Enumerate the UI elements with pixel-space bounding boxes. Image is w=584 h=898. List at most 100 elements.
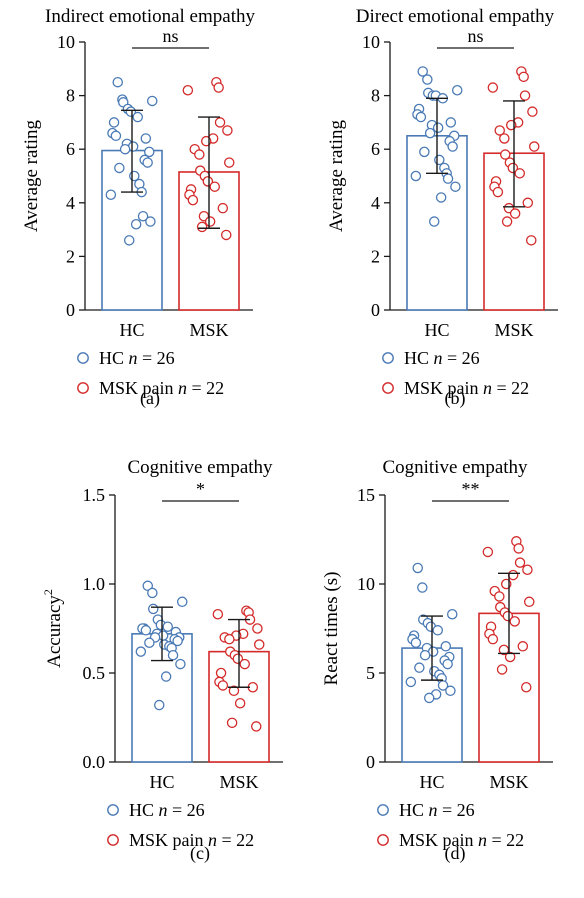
data-point-msk [212,609,224,620]
data-point-msk [522,197,534,209]
data-point-hc [125,106,137,117]
y-tick-label: 0 [66,300,75,320]
legend-n-symbol: n [429,800,438,820]
data-point-msk [204,216,216,227]
y-axis-label-text: Accuracy [44,595,65,668]
legend-marker-msk [77,382,89,394]
legend-label-hc: HC n = 26 [99,348,175,368]
data-point-hc [119,143,131,155]
data-point-hc [142,157,153,168]
y-tick-label: 6 [371,139,380,159]
data-point-msk [220,229,232,241]
legend-label-hc: HC n = 26 [399,800,475,820]
data-point-hc [432,625,443,636]
data-point-msk [507,162,519,174]
data-point-hc [175,658,186,670]
data-point-hc [145,216,156,227]
x-tick-label: MSK [494,320,533,340]
data-point-hc [140,133,152,144]
data-point-hc [423,692,435,704]
data-point-hc [143,146,155,158]
data-point-msk [239,658,250,670]
legend-n-value: = 26 [438,800,475,820]
data-point-hc [105,189,117,201]
data-point-hc [415,111,427,123]
significance-label: * [196,479,205,499]
panel-caption: (c) [190,843,210,864]
chart-title: Direct emotional empathy [356,6,555,27]
data-point-msk [214,117,226,128]
data-point-msk [187,194,199,206]
data-point-hc [450,181,461,192]
data-point-msk [232,653,244,665]
data-point-hc [160,671,172,682]
chart-title: Cognitive empathy [127,457,273,478]
data-point-msk [496,664,508,675]
significance-label: ns [162,26,178,46]
y-tick-label: 1.0 [83,574,106,594]
data-point-hc [428,216,440,227]
legend-marker-hc [77,352,89,364]
data-point-msk [523,596,535,608]
legend-n-value: = 22 [487,830,524,850]
x-tick-label: HC [424,320,449,340]
data-point-hc [424,127,436,139]
data-point-msk [196,221,208,233]
data-point-msk [222,125,233,136]
legend-marker-msk [107,834,119,846]
y-tick-label: 10 [362,32,380,52]
data-point-hc [447,141,458,152]
y-tick-label: 0 [371,300,380,320]
x-tick-label: HC [119,320,144,340]
y-tick-label: 0 [366,752,375,772]
data-point-hc [110,130,122,142]
data-point-hc [176,596,188,608]
panel-4: Cognitive empathy 0 5 10 15 React times (s) HC… [321,457,553,864]
legend-group-name: MSK pain [99,378,178,398]
data-point-msk [519,90,531,101]
legend-n-symbol: n [159,800,168,820]
data-point-msk [223,157,235,168]
data-point-hc [114,162,125,174]
legend-n-symbol: n [483,378,492,398]
data-point-hc [445,685,456,697]
data-point-hc [144,637,155,648]
legend-n-symbol: n [129,348,138,368]
y-tick-label: 15 [357,485,375,505]
significance-label: ** [462,479,480,499]
data-point-msk [521,681,532,693]
legend-group-name: MSK pain [404,378,483,398]
legend-label-msk: MSK pain n = 22 [404,378,529,398]
legend-marker-msk [382,382,394,394]
data-point-hc [146,95,158,107]
data-point-hc [405,676,417,688]
data-point-msk [518,71,529,83]
data-point-msk [509,208,521,219]
data-point-msk [252,623,263,634]
data-point-hc [417,582,428,593]
data-point-msk [522,564,533,576]
y-tick-label: 8 [66,86,75,106]
x-tick-label: HC [419,772,444,792]
data-point-msk [215,667,227,679]
y-tick-label: 4 [66,193,75,213]
data-point-msk [509,616,520,627]
data-point-msk [253,639,265,650]
data-point-hc [130,218,142,230]
data-point-hc [153,699,165,711]
data-point-hc [172,635,183,647]
legend-marker-hc [107,804,119,816]
legend-group-name: MSK pain [129,830,208,850]
data-point-msk [228,685,240,697]
chart-title: Indirect emotional empathy [45,6,255,27]
data-point-msk [217,680,229,691]
data-point-hc [410,637,422,648]
y-tick-label: 4 [371,193,380,213]
panel-caption: (a) [140,388,160,409]
x-tick-label: MSK [219,772,258,792]
data-point-msk [517,641,529,652]
data-point-msk [499,133,510,144]
y-axis-label-text: Average rating [21,120,42,233]
data-point-hc [442,658,453,670]
